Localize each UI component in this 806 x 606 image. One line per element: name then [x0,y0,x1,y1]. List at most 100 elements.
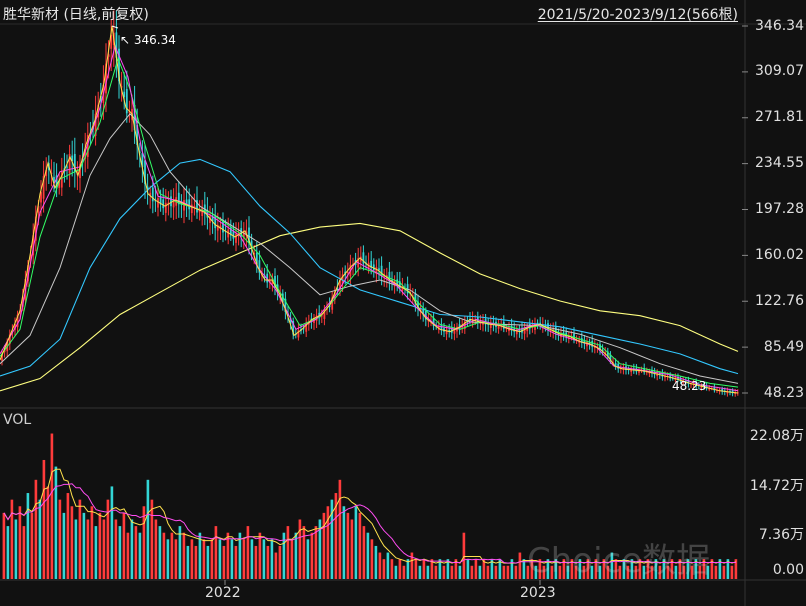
volume-bar [670,559,674,579]
candle-body [34,216,37,241]
candle-body [606,351,609,357]
volume-bar [678,559,682,579]
candle-body [227,229,230,238]
volume-bar [714,565,718,579]
volume-bar [438,559,442,579]
volume-bar [154,519,158,579]
volume-bar [278,545,282,579]
candle-body [37,206,40,213]
volume-bar [570,559,574,579]
volume-bar [358,512,362,579]
volume-bar [334,493,338,579]
volume-bar [286,526,290,579]
volume-bar [694,559,698,579]
volume-bar [726,559,730,579]
candle-body [339,279,341,290]
candle-body [193,205,196,209]
candle-body [73,153,76,173]
candle-body [510,325,513,331]
ma120-line [0,158,739,377]
volume-bar [518,552,522,579]
volume-bar [246,526,250,579]
candle-body [141,153,144,168]
candle-body [198,210,201,213]
volume-bar [422,559,426,579]
candle-body [721,388,724,392]
price-tick-label: 346.34 [755,18,804,34]
volume-bar [574,565,578,579]
candle-body [289,318,292,324]
volume-tick-label: 14.72万 [749,478,804,494]
candle-body [401,285,404,292]
candle-body [16,314,19,328]
ma10-line [0,44,739,392]
volume-bar [554,559,558,579]
candle-body [458,324,461,329]
volume-bar [222,545,226,579]
chart-title: 胜华新材 (日线,前复权) [3,7,149,23]
candle-body [331,297,334,310]
volume-bar [426,565,430,579]
volume-bar [302,526,306,579]
candle-body [609,354,612,361]
candle-body [125,89,128,114]
volume-bar [618,565,622,579]
candle-body [97,104,100,118]
volume-bar [254,545,258,579]
volume-bar [614,559,618,579]
volume-bar [722,565,726,579]
volume-bar [250,539,254,579]
volume-bar [266,545,270,579]
candle-body [32,235,35,256]
volume-bar [710,559,714,579]
volume-bar [526,565,530,579]
volume-bar [578,559,582,579]
volume-bar [258,532,262,579]
volume-bar [226,532,230,579]
volume-bar [658,565,662,579]
volume-bar [106,499,110,579]
volume-bar [406,559,410,579]
volume-bar [242,539,246,579]
volume-bar [22,526,26,579]
volume-bar [558,565,562,579]
ma250-line [0,222,739,392]
volume-bar [522,559,526,579]
volume-bar [318,519,322,579]
volume-bar [46,486,50,579]
volume-tick-label: 22.08万 [749,428,804,444]
candle-body [432,318,435,327]
date-range[interactable]: 2021/5/20-2023/9/12(566根) [537,7,738,23]
volume-bar [718,559,722,579]
volume-bar [82,512,86,579]
candle-body [614,363,617,366]
candle-body [677,376,679,380]
candle-body [248,227,250,243]
volume-bar [182,532,186,579]
volume-bar [366,532,370,579]
price-tick-label: 234.55 [755,155,804,171]
volume-bar [446,559,450,579]
volume-bar [114,519,118,579]
volume-bar [434,565,438,579]
candle-body [115,32,118,58]
volume-bar [590,565,594,579]
candle-body [388,271,391,282]
candle-body [99,95,102,102]
volume-bar [398,559,402,579]
volume-bar [506,565,510,579]
volume-bar [90,506,94,579]
volume-bar [538,559,542,579]
volume-bar [166,539,170,579]
candle-body [123,91,126,98]
volume-bar [458,565,462,579]
candle-body [266,273,269,283]
volume-bar [326,506,330,579]
candle-body [713,386,716,391]
candle-body [1,354,3,361]
candle-body [42,176,45,199]
peak-marker [111,25,119,29]
volume-bar [378,552,382,579]
volume-bar [42,459,46,579]
volume-bar [146,479,150,579]
